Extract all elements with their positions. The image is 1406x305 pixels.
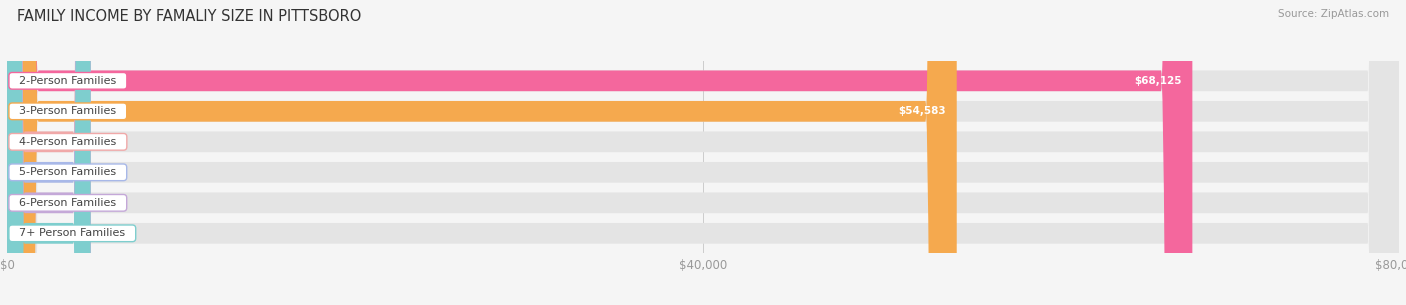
- Text: FAMILY INCOME BY FAMALIY SIZE IN PITTSBORO: FAMILY INCOME BY FAMALIY SIZE IN PITTSBO…: [17, 9, 361, 24]
- FancyBboxPatch shape: [7, 0, 90, 305]
- Text: Source: ZipAtlas.com: Source: ZipAtlas.com: [1278, 9, 1389, 19]
- Text: 4-Person Families: 4-Person Families: [13, 137, 124, 147]
- FancyBboxPatch shape: [7, 0, 1192, 305]
- FancyBboxPatch shape: [7, 0, 90, 305]
- Text: 7+ Person Families: 7+ Person Families: [13, 228, 132, 238]
- FancyBboxPatch shape: [7, 0, 1399, 305]
- Text: $68,125: $68,125: [1135, 76, 1182, 86]
- FancyBboxPatch shape: [7, 0, 90, 305]
- FancyBboxPatch shape: [7, 0, 1399, 305]
- Text: 5-Person Families: 5-Person Families: [13, 167, 124, 177]
- FancyBboxPatch shape: [7, 0, 90, 305]
- Text: $0: $0: [104, 228, 118, 238]
- FancyBboxPatch shape: [7, 0, 956, 305]
- FancyBboxPatch shape: [7, 0, 1399, 305]
- Text: $0: $0: [104, 137, 118, 147]
- Text: 6-Person Families: 6-Person Families: [13, 198, 124, 208]
- Text: $0: $0: [104, 167, 118, 177]
- FancyBboxPatch shape: [7, 0, 1399, 305]
- Text: $0: $0: [104, 198, 118, 208]
- FancyBboxPatch shape: [7, 0, 1399, 305]
- FancyBboxPatch shape: [7, 0, 1399, 305]
- Text: $54,583: $54,583: [898, 106, 946, 116]
- Text: 3-Person Families: 3-Person Families: [13, 106, 124, 116]
- Text: 2-Person Families: 2-Person Families: [13, 76, 124, 86]
